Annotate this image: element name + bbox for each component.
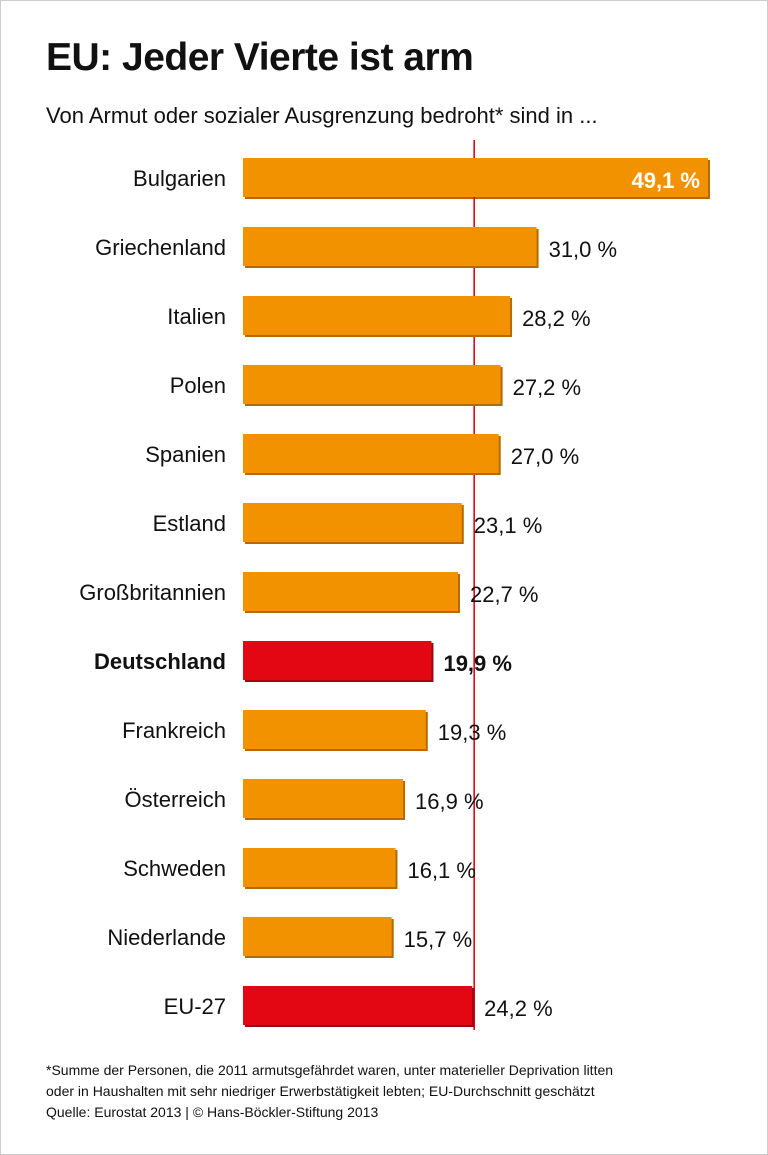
category-label: Frankreich — [122, 718, 226, 743]
chart-subtitle: Von Armut oder sozialer Ausgrenzung bedr… — [46, 103, 598, 128]
value-label: 16,1 % — [407, 858, 476, 883]
bar — [243, 917, 392, 956]
source-line: Quelle: Eurostat 2013 | © Hans-Böckler-S… — [46, 1104, 379, 1120]
category-label: Österreich — [125, 787, 226, 812]
bar — [243, 296, 511, 335]
category-label: Polen — [170, 373, 226, 398]
value-label: 16,9 % — [415, 789, 484, 814]
value-label: 19,9 % — [443, 651, 512, 676]
bar — [243, 434, 499, 473]
category-label: Estland — [153, 511, 226, 536]
footnote-line: oder in Haushalten mit sehr niedriger Er… — [46, 1083, 595, 1099]
chart-title: EU: Jeder Vierte ist arm — [46, 36, 474, 79]
category-label: Griechenland — [95, 235, 226, 260]
bar — [243, 986, 473, 1025]
value-label: 24,2 % — [484, 996, 552, 1021]
bar — [243, 365, 501, 404]
bar — [243, 572, 458, 611]
category-label: Schweden — [123, 856, 226, 881]
footnote-line: *Summe der Personen, die 2011 armutsgefä… — [46, 1062, 614, 1078]
value-label: 27,2 % — [513, 375, 582, 400]
category-label: Niederlande — [107, 925, 226, 950]
category-label: EU-27 — [164, 994, 226, 1019]
category-label: Bulgarien — [133, 166, 226, 191]
bar — [243, 641, 432, 680]
category-label: Großbritannien — [79, 580, 226, 605]
value-label: 49,1 % — [632, 168, 701, 193]
value-label: 19,3 % — [438, 720, 507, 745]
category-label: Italien — [167, 304, 226, 329]
value-label: 22,7 % — [470, 582, 538, 607]
value-label: 23,1 % — [474, 513, 543, 538]
value-label: 31,0 % — [549, 237, 618, 262]
bar — [243, 158, 708, 197]
value-label: 28,2 % — [522, 306, 591, 331]
value-label: 27,0 % — [511, 444, 580, 469]
category-label: Spanien — [145, 442, 226, 467]
bar — [243, 710, 426, 749]
bar — [243, 779, 404, 818]
bar — [243, 848, 396, 887]
category-label: Deutschland — [94, 649, 226, 674]
bar — [243, 503, 462, 542]
bar — [243, 227, 537, 266]
footnote: *Summe der Personen, die 2011 armutsgefä… — [46, 1060, 613, 1123]
value-label: 15,7 % — [404, 927, 473, 952]
